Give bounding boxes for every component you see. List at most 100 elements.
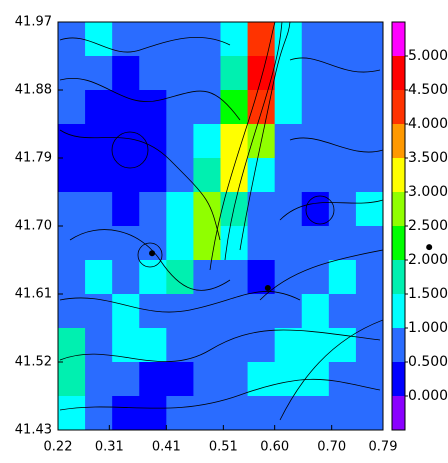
contour-cell [355,22,383,57]
contour-cell [58,294,86,329]
contour-cell [58,362,86,397]
streamline [59,78,241,121]
contour-cell [220,192,249,227]
streamlines [59,22,383,421]
y-tick-label: 41.61 [15,287,52,302]
colorbar-tick-label: 2.000 [408,252,448,268]
x-tick-label: 0.41 [152,440,181,455]
contour-cell [220,22,249,57]
streamline [59,37,231,53]
contour-cell [220,158,249,193]
x-tick-label: 0.51 [209,440,238,455]
contour-cell [166,192,194,227]
contour-cell [85,226,113,261]
streamline [259,249,383,301]
contour-cell [274,56,303,91]
contour-cell [139,158,167,193]
point [264,284,271,291]
contour-cell [220,226,249,261]
streamline [69,229,231,291]
y-tick-label: 41.70 [15,219,52,234]
contour-cell [220,362,249,397]
contour-cell [274,192,303,227]
contour-cell [220,90,249,125]
x-tick-label: 0.31 [95,440,124,455]
streamline [279,319,383,421]
contour-cell [193,294,221,329]
contour-cell [274,362,303,397]
contour-cell [193,328,221,363]
contour-cell [247,328,276,363]
colorbar-tick-label: 0.000 [408,388,448,404]
contour-cell [166,396,194,430]
contour-cell [355,226,383,261]
contour-cell [193,192,221,227]
contour-cell [58,260,86,295]
contour-cell [58,226,86,261]
contour-cell [301,56,330,91]
contour-cell [301,396,330,430]
contour-cell [328,158,357,193]
contour-cell [139,22,167,57]
colorbar-band [392,158,405,192]
contour-cell [355,260,383,295]
contour-cell [193,362,221,397]
contour-cell [301,260,330,295]
colorbar-band [392,260,405,294]
contour-cell [58,396,86,430]
colorbar-band [392,396,405,430]
contour-cell [166,158,194,193]
colorbar-tick-label: 3.500 [408,150,448,166]
contour-cell [193,56,221,91]
contour-cell [139,192,167,227]
contour-cell [139,396,167,430]
contour-cell [301,294,330,329]
contour-cell [355,294,383,329]
contour-cell [85,396,113,430]
contour-cell [328,192,357,227]
contour-cell [112,294,140,329]
streamline [59,378,381,411]
contour-cell [193,260,221,295]
contour-cell [112,124,140,159]
contour-cell [328,396,357,430]
colorbar-band [392,226,405,260]
contour-cell [328,362,357,397]
contour-cell [301,158,330,193]
contour-cell [328,56,357,91]
contour-cell [328,328,357,363]
contour-cell [193,90,221,125]
contour-cell [274,396,303,430]
contour-cell [355,362,383,397]
contour-cell [85,362,113,397]
contour-cell [274,328,303,363]
contour-cell [220,260,249,295]
colorbar-tick-label: 3.000 [408,184,448,200]
contour-cell [166,56,194,91]
contour-cell [193,158,221,193]
streamline [59,291,301,313]
contour-cell [85,90,113,125]
contour-cell [247,396,276,430]
contour-cell [58,328,86,363]
colorbar-tick-label: 1.500 [408,286,448,302]
contour-cell [355,158,383,193]
y-tick-label: 41.43 [15,423,52,438]
contour-cell [112,328,140,363]
contour-field [58,22,383,430]
streamline [224,22,283,261]
streamline [137,242,163,268]
contour-cell [85,192,113,227]
contour-cell [220,328,249,363]
contour-cell [166,260,194,295]
contour-cell [112,56,140,91]
colorbar-band [392,192,405,226]
contour-cell [274,260,303,295]
colorbar-band [392,362,405,396]
streamline [209,22,276,271]
contour-cell [220,56,249,91]
contour-cell [85,56,113,91]
contour-cell [166,362,194,397]
streamline [279,199,383,221]
